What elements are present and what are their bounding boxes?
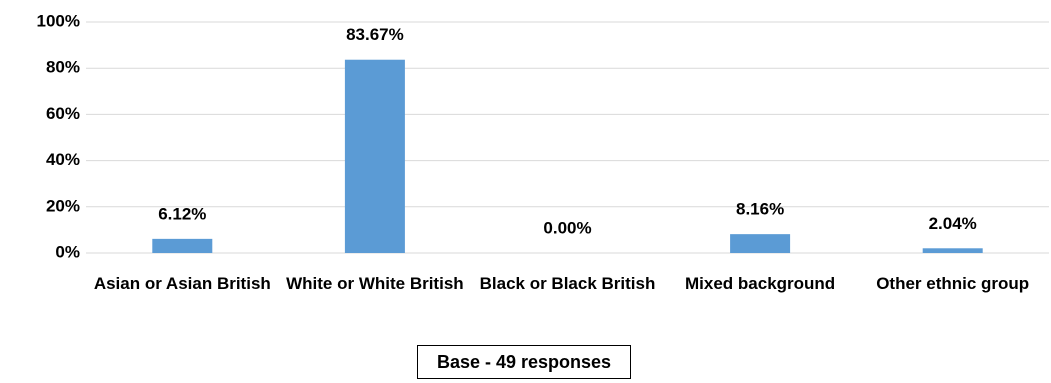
data-label: 6.12% xyxy=(158,204,206,223)
x-tick-label: Mixed background xyxy=(685,274,836,293)
x-tick-label: Black or Black British xyxy=(479,274,656,293)
data-label: 2.04% xyxy=(929,214,977,233)
x-tick-label: Other ethnic group xyxy=(876,274,1030,293)
y-tick-label: 20% xyxy=(46,196,80,215)
bar xyxy=(922,248,983,253)
y-tick-label: 60% xyxy=(46,104,80,123)
data-label: 83.67% xyxy=(346,25,404,44)
y-tick-label: 100% xyxy=(37,11,80,30)
bar xyxy=(730,234,791,253)
bar xyxy=(152,238,213,253)
y-tick-label: 0% xyxy=(55,242,80,261)
x-tick-label: White or White British xyxy=(286,274,464,293)
annotation: Base - 49 responses xyxy=(417,345,631,379)
data-label: 8.16% xyxy=(736,200,784,219)
y-tick-label: 80% xyxy=(46,58,80,77)
x-tick-label: Asian or Asian British xyxy=(93,274,271,293)
bar xyxy=(344,59,405,253)
y-tick-label: 40% xyxy=(46,150,80,169)
data-label: 0.00% xyxy=(543,218,591,237)
